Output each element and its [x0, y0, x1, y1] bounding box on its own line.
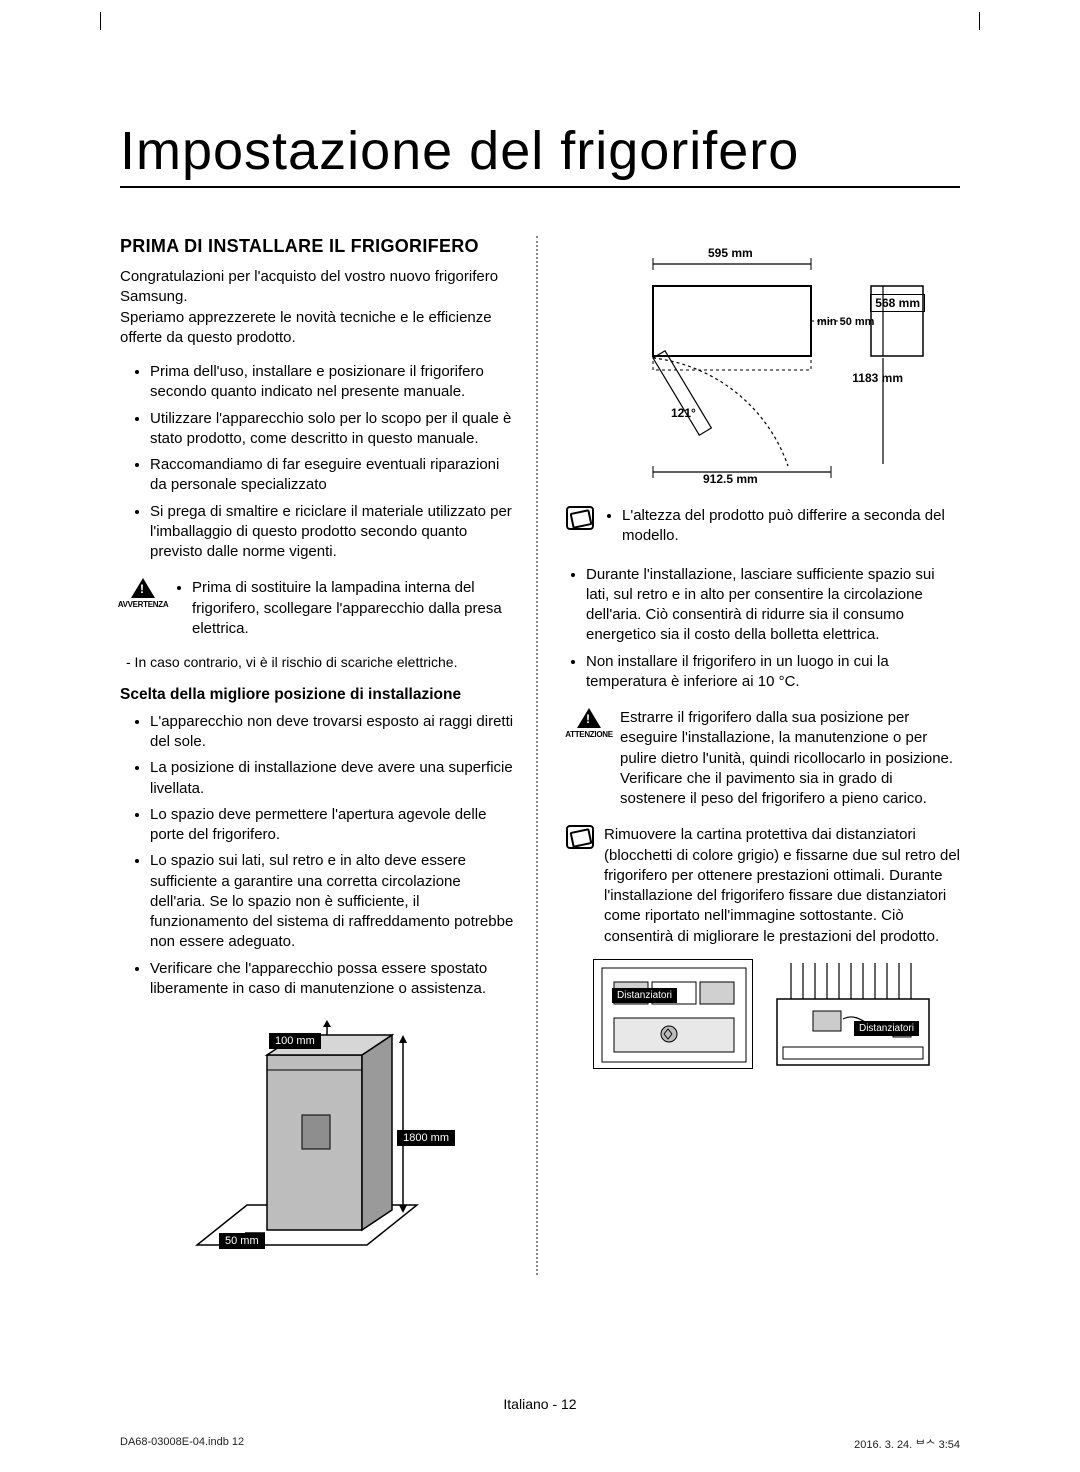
label-top-clearance: 100 mm [269, 1033, 321, 1049]
left-column: PRIMA DI INSTALLARE IL FRIGORIFERO Congr… [120, 236, 538, 1275]
fridge-front-diagram: 100 mm 1800 mm 50 mm [187, 1015, 447, 1275]
note-icon [566, 825, 594, 849]
footer-timestamp: 2016. 3. 24. ᄇᄉ 3:54 [854, 1436, 960, 1452]
spacer-note-text: Rimuovere la cartina protettiva dai dist… [604, 825, 960, 947]
note-icon [566, 506, 594, 530]
list-item: Raccomandiamo di far eseguire eventuali … [150, 455, 514, 496]
avvertenza-block: AVVERTENZA Prima di sostituire la lampad… [120, 578, 514, 649]
scelta-heading: Scelta della migliore posizione di insta… [120, 686, 514, 704]
list-item: L'apparecchio non deve trovarsi esposto … [150, 712, 514, 753]
crop-mark-tr [960, 12, 980, 32]
intro-paragraph: Congratulazioni per l'acquisto del vostr… [120, 267, 514, 348]
list-item: Lo spazio sui lati, sul retro e in alto … [150, 851, 514, 952]
fridge-top-diagram: 595 mm 568 mm min 50 mm 1183 mm 121° 912… [593, 246, 933, 486]
label-bottom-clearance: 50 mm [219, 1233, 265, 1249]
two-column-layout: PRIMA DI INSTALLARE IL FRIGORIFERO Congr… [120, 236, 960, 1275]
bullet-list-position: L'apparecchio non deve trovarsi esposto … [120, 712, 514, 999]
label-door-arc: 1183 mm [852, 371, 903, 385]
page-title: Impostazione del frigorifero [120, 120, 960, 188]
label-angle: 121° [671, 406, 696, 420]
avvertenza-text: Prima di sostituire la lampadina interna… [192, 578, 514, 639]
list-item: Lo spazio deve permettere l'apertura age… [150, 805, 514, 846]
label-clearance: min 50 mm [817, 316, 874, 328]
warning-triangle-icon [577, 708, 601, 728]
list-item: Non installare il frigorifero in un luog… [586, 652, 960, 693]
warning-icon-box: AVVERTENZA [120, 578, 166, 609]
list-item: Utilizzare l'apparecchio solo per lo sco… [150, 409, 514, 450]
note-block-spacers: Rimuovere la cartina protettiva dai dist… [566, 825, 960, 947]
label-depth: 568 mm [870, 294, 925, 312]
list-item: Durante l'installazione, lasciare suffic… [586, 565, 960, 646]
list-item: Si prega di smaltire e riciclare il mate… [150, 502, 514, 563]
page-container: Impostazione del frigorifero PRIMA DI IN… [0, 0, 1080, 1315]
spacer-top-svg [773, 959, 933, 1069]
spacer-label-top: Distanziatori [854, 1021, 919, 1036]
attenzione-block: ATTENZIONE Estrarre il frigorifero dalla… [566, 708, 960, 809]
avvertenza-list: Prima di sostituire la lampadina interna… [174, 578, 514, 645]
footer-meta: DA68-03008E-04.indb 12 2016. 3. 24. ᄇᄉ 3… [120, 1436, 960, 1452]
page-footer: Italiano - 12 [0, 1396, 1080, 1412]
label-width-bottom: 912.5 mm [703, 472, 758, 486]
crop-mark-tl [100, 12, 120, 32]
attenzione-label: ATTENZIONE [565, 730, 613, 739]
list-item: La posizione di installazione deve avere… [150, 758, 514, 799]
footer-doc-id: DA68-03008E-04.indb 12 [120, 1436, 244, 1452]
spacer-top-diagram: Distanziatori [773, 959, 933, 1069]
attenzione-text: Estrarre il frigorifero dalla sua posizi… [620, 708, 960, 809]
note-content: L'altezza del prodotto può differire a s… [604, 506, 960, 553]
note-block-height: L'altezza del prodotto può differire a s… [566, 506, 960, 553]
spacer-rear-svg [594, 960, 754, 1070]
spacer-rear-diagram: Distanziatori [593, 959, 753, 1069]
fridge-top-svg [593, 246, 933, 486]
bullet-list-install: Prima dell'uso, installare e posizionare… [120, 362, 514, 562]
intro-line-1: Congratulazioni per l'acquisto del vostr… [120, 268, 498, 305]
right-bullets-continued: Durante l'installazione, lasciare suffic… [566, 565, 960, 693]
avvertenza-sub: - In caso contrario, vi è il rischio di … [126, 653, 514, 672]
spacer-diagram-row: Distanziatori [566, 959, 960, 1069]
spacer-label-rear: Distanziatori [612, 988, 677, 1003]
avvertenza-label: AVVERTENZA [118, 600, 169, 609]
list-item: Prima dell'uso, installare e posizionare… [150, 362, 514, 403]
list-item: L'altezza del prodotto può differire a s… [622, 506, 960, 547]
list-item: Verificare che l'apparecchio possa esser… [150, 959, 514, 1000]
label-height: 1800 mm [397, 1130, 455, 1146]
right-column: 595 mm 568 mm min 50 mm 1183 mm 121° 912… [566, 236, 960, 1275]
note-content-spacers: Rimuovere la cartina protettiva dai dist… [604, 825, 960, 947]
warning-icon-box: ATTENZIONE [566, 708, 612, 739]
intro-line-2: Speriamo apprezzerete le novità tecniche… [120, 309, 492, 346]
section-heading: PRIMA DI INSTALLARE IL FRIGORIFERO [120, 236, 514, 257]
label-width-top: 595 mm [708, 246, 753, 260]
warning-triangle-icon [131, 578, 155, 598]
